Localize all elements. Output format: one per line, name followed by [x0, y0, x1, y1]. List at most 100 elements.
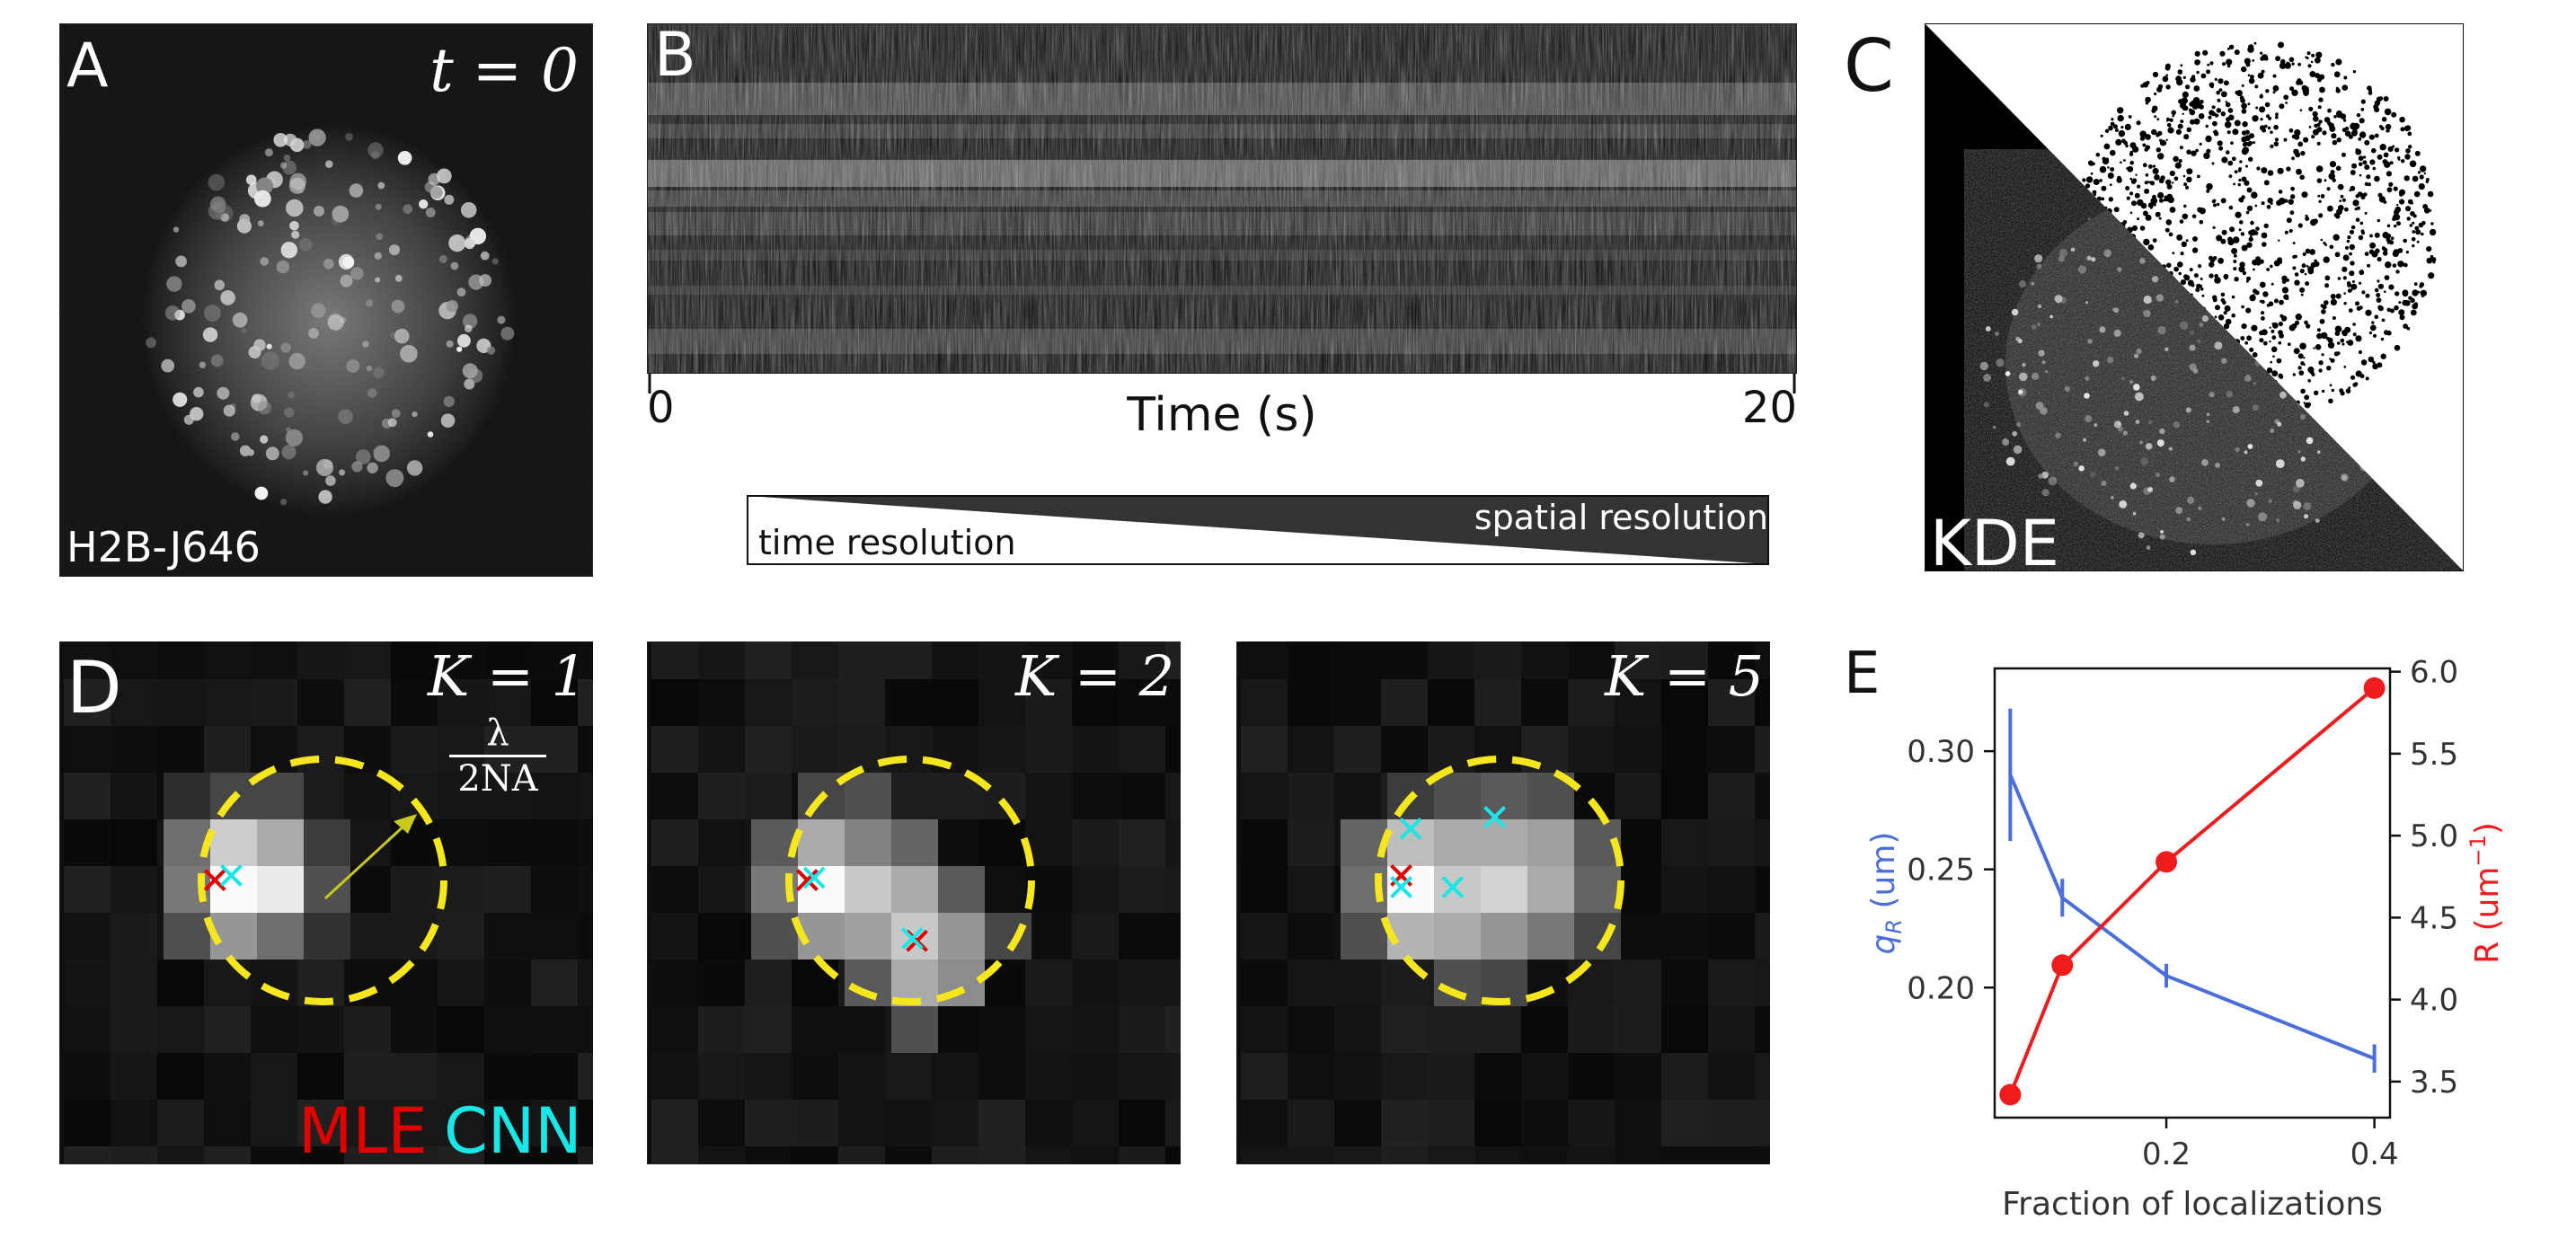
localization-dot — [2345, 245, 2349, 250]
noise-pixel — [391, 773, 438, 819]
localization-dot — [2347, 282, 2352, 287]
localization-dot — [2374, 232, 2380, 238]
kde-speck — [2085, 415, 2093, 422]
localization-dot — [2322, 194, 2324, 198]
localization-dot — [2226, 150, 2230, 155]
noise-pixel — [344, 1053, 391, 1100]
speckle — [220, 290, 235, 305]
noise-pixel — [651, 913, 698, 960]
speckle — [199, 361, 207, 368]
localization-dot — [2129, 177, 2133, 181]
localization-dot — [2249, 347, 2254, 352]
localization-dot — [2231, 248, 2238, 254]
kde-speck — [2078, 465, 2085, 472]
noise-pixel — [885, 1100, 932, 1146]
kde-speck — [2012, 430, 2018, 437]
localization-dot — [2245, 164, 2248, 168]
noise-pixel — [1755, 726, 1770, 773]
localization-dot — [2357, 191, 2363, 197]
noise-pixel — [157, 1146, 204, 1164]
noise-pixel — [1072, 1053, 1119, 1100]
localization-dot — [2246, 335, 2252, 341]
localization-dot — [2309, 369, 2315, 375]
qr-series-line — [2008, 774, 2376, 1061]
localization-dot — [2239, 220, 2244, 225]
kde-speck — [2094, 423, 2098, 428]
noise-pixel — [698, 773, 745, 819]
localization-dot — [2368, 134, 2375, 140]
kde-speck — [2031, 281, 2035, 286]
noise-pixel — [157, 1100, 204, 1146]
localization-dot — [2251, 324, 2258, 332]
localization-dot — [2145, 173, 2149, 177]
localization-dot — [2251, 191, 2258, 199]
speckle — [173, 392, 188, 407]
noise-pixel — [1025, 1146, 1072, 1164]
localization-dot — [2332, 316, 2336, 320]
kde-speck — [2085, 376, 2090, 381]
noise-pixel — [1381, 679, 1428, 726]
noise-pixel — [932, 1006, 978, 1053]
kde-speck — [2112, 307, 2117, 312]
localization-dot — [2214, 273, 2218, 279]
localization-dot — [2297, 78, 2302, 84]
localization-dot — [2164, 227, 2170, 233]
localization-dot — [2240, 98, 2245, 103]
kde-speck — [2034, 254, 2043, 263]
noise-pixel — [745, 726, 792, 773]
localization-dot — [2315, 51, 2323, 58]
noise-pixel — [344, 913, 391, 960]
localization-dot — [2171, 110, 2176, 116]
localization-dot — [2191, 214, 2197, 219]
localization-dot — [2270, 130, 2273, 134]
localization-dot — [2165, 179, 2172, 185]
localization-dot — [2288, 199, 2294, 205]
localization-dot — [2304, 272, 2307, 276]
localization-dot — [2237, 182, 2241, 187]
localization-dot — [2333, 234, 2340, 241]
localization-dot — [2266, 268, 2270, 271]
localization-dot — [2244, 141, 2249, 146]
noise-pixel — [578, 726, 593, 773]
localization-dot — [2195, 287, 2200, 293]
noise-pixel — [1381, 1006, 1428, 1053]
noise-pixel — [391, 866, 438, 913]
localization-dot — [2265, 89, 2270, 93]
noise-pixel — [251, 960, 297, 1006]
localization-dot — [2349, 243, 2355, 251]
localization-dot — [2308, 106, 2314, 111]
localization-dot — [2321, 353, 2324, 357]
speckle — [325, 475, 336, 486]
localization-dot — [2155, 211, 2161, 217]
noise-pixel — [1119, 1053, 1165, 1100]
noise-pixel — [1165, 641, 1181, 679]
noise-pixel — [1072, 726, 1119, 773]
speckle — [216, 204, 234, 222]
localization-dot — [2305, 214, 2308, 217]
localization-dot — [2234, 49, 2240, 56]
localization-dot — [2218, 88, 2223, 93]
kde-speck — [2173, 421, 2180, 429]
localization-dot — [2356, 206, 2360, 210]
noise-pixel — [438, 1053, 484, 1100]
localization-dot — [2214, 277, 2221, 284]
localization-dot — [2151, 128, 2157, 136]
localization-dot — [2264, 57, 2269, 61]
localization-dot — [2195, 148, 2199, 153]
localization-dot — [2416, 194, 2419, 197]
localization-dot — [2316, 141, 2321, 146]
noise-pixel — [204, 641, 251, 679]
y-left-tick-label: 0.20 — [1907, 970, 1975, 1006]
localization-dot — [2173, 266, 2179, 272]
localization-dot — [2304, 320, 2308, 325]
noise-pixel — [1661, 913, 1708, 960]
psf-pixel — [1481, 913, 1527, 960]
noise-pixel — [838, 679, 885, 726]
noise-pixel — [792, 1006, 838, 1053]
localization-dot — [2099, 165, 2107, 173]
noise-pixel — [1521, 1053, 1568, 1100]
localization-dot — [2304, 394, 2310, 401]
noise-pixel — [1708, 1053, 1755, 1100]
x-tick-label: 0.4 — [2350, 1136, 2399, 1172]
localization-dot — [2145, 96, 2151, 103]
